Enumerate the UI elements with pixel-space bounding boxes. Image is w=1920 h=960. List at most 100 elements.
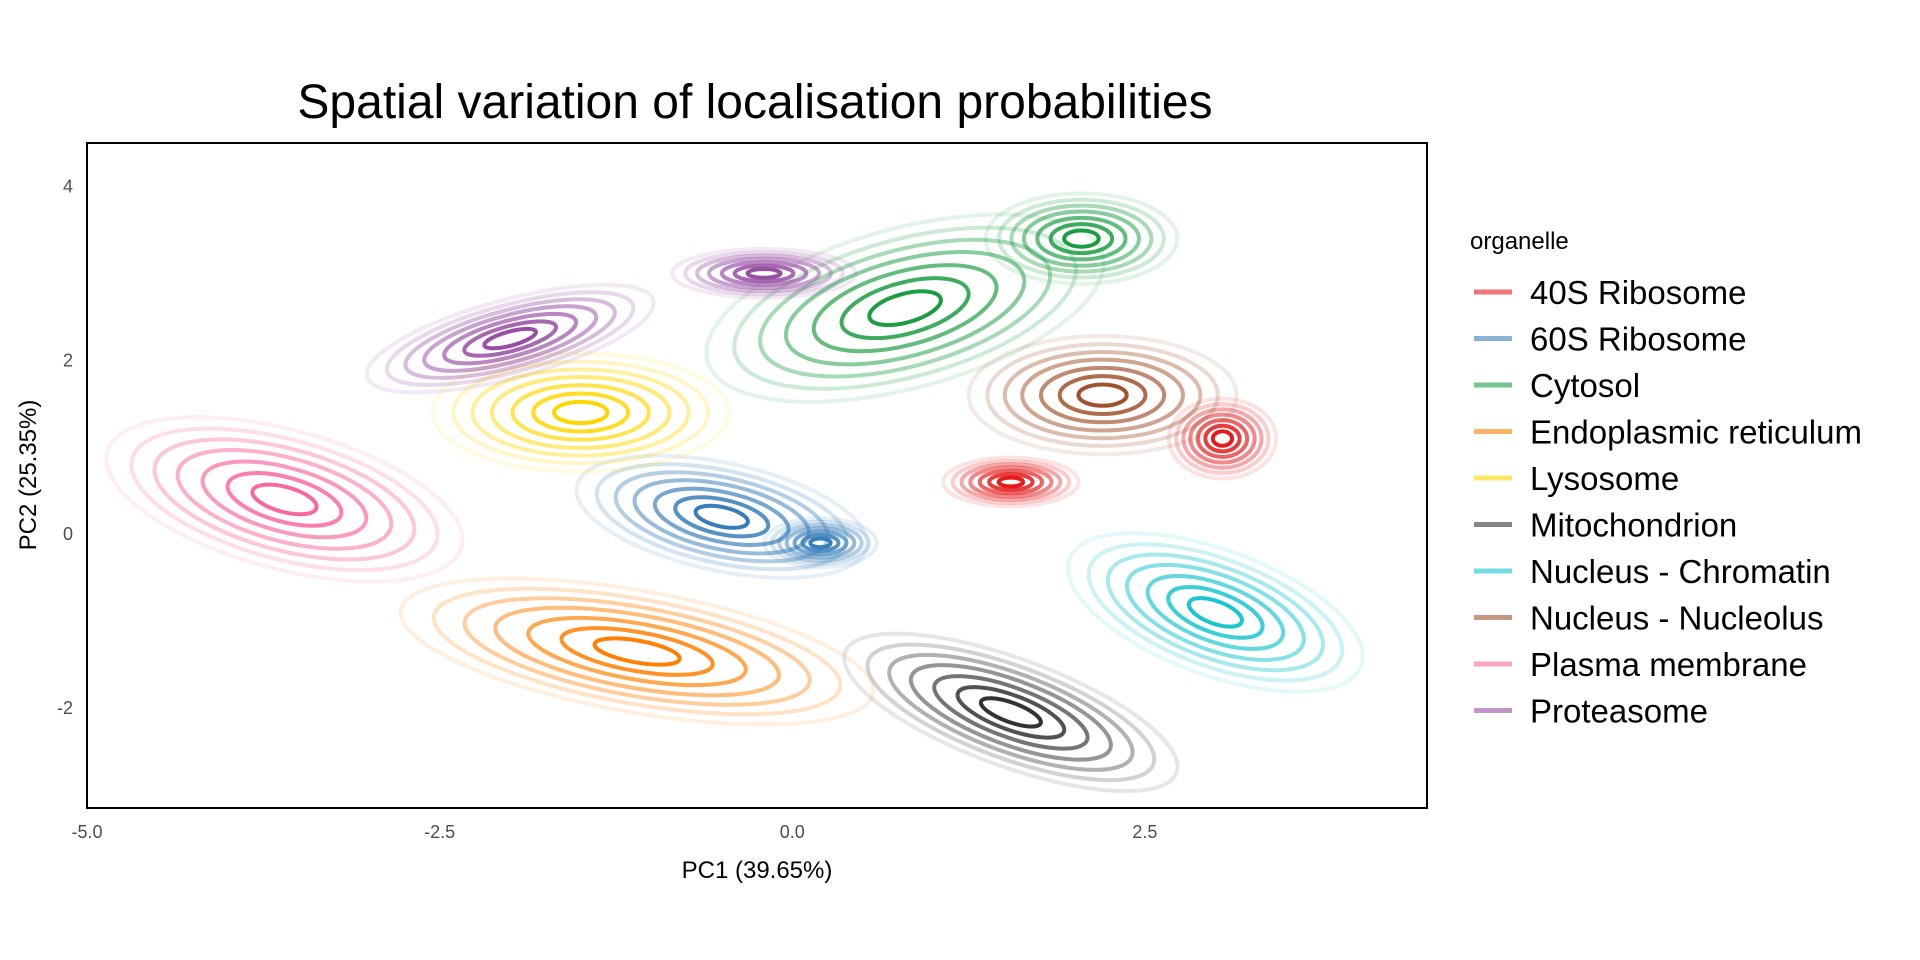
contour-line xyxy=(489,375,672,450)
legend: organelle 40S Ribosome 60S Ribosome Cytoso… xyxy=(1470,228,1862,730)
contour-line xyxy=(1021,209,1141,268)
legend-label: Mitochondrion xyxy=(1530,507,1737,544)
contour-line xyxy=(968,465,1054,499)
plot-border xyxy=(86,142,1428,809)
plot-area xyxy=(86,142,1428,809)
contour-line xyxy=(430,351,731,474)
contour-line xyxy=(398,576,876,727)
contour-line xyxy=(732,225,1078,391)
contour-line xyxy=(811,263,999,354)
contour-group xyxy=(104,415,465,584)
contour-line xyxy=(1166,396,1279,481)
contour-line xyxy=(175,448,394,551)
contour-line xyxy=(670,247,858,300)
contour-line xyxy=(996,475,1026,489)
contour-line xyxy=(1125,562,1306,662)
contour-line xyxy=(1038,365,1167,425)
contour-line xyxy=(462,596,812,707)
y-tick-label: 2 xyxy=(63,350,73,370)
contour-line xyxy=(1210,429,1235,448)
contour-line xyxy=(842,631,1180,794)
contour-group xyxy=(966,333,1239,457)
contour-line xyxy=(1181,407,1264,470)
legend-item: Proteasome xyxy=(1474,693,1708,730)
y-axis-title: PC2 (25.35%) xyxy=(15,400,42,551)
density-contours xyxy=(104,191,1365,794)
legend-title: organelle xyxy=(1470,228,1569,255)
contour-line xyxy=(983,191,1180,286)
legend-item: Plasma membrane xyxy=(1474,646,1807,683)
x-tick-label: 2.5 xyxy=(1132,822,1157,842)
contour-line xyxy=(510,383,651,442)
chart-title: Spatial variation of localisation probab… xyxy=(297,76,1212,129)
contour-line xyxy=(552,399,610,426)
contour-group xyxy=(941,396,1279,509)
contour-line xyxy=(250,482,319,517)
legend-item: 60S Ribosome xyxy=(1474,321,1746,358)
contour-line xyxy=(364,282,656,395)
contour-group xyxy=(574,453,879,580)
contour-line xyxy=(403,297,617,380)
legend-label: Proteasome xyxy=(1530,693,1708,730)
contour-line xyxy=(966,333,1239,457)
contour-line xyxy=(1086,542,1345,683)
contour-group xyxy=(398,576,876,727)
contour-line xyxy=(422,304,599,373)
legend-label: Endoplasmic reticulum xyxy=(1530,414,1862,451)
contour-line xyxy=(932,674,1090,751)
contour-line xyxy=(652,486,791,547)
contour-line xyxy=(887,652,1135,772)
contour-line xyxy=(1009,203,1154,274)
contour-line xyxy=(493,605,781,698)
contour-line xyxy=(950,459,1072,505)
contour-line xyxy=(152,437,417,562)
x-tick-label: -5.0 xyxy=(71,822,102,842)
contour-line xyxy=(129,426,440,573)
contour-line xyxy=(985,342,1220,448)
contour-line xyxy=(800,533,841,553)
contour-group xyxy=(1066,531,1365,694)
contour-line xyxy=(1174,402,1271,475)
contour-line xyxy=(955,685,1067,740)
contour-line xyxy=(732,263,796,284)
y-axis-ticks: -2 0 2 4 xyxy=(57,176,73,718)
contour-line xyxy=(745,267,783,280)
contour-line xyxy=(762,516,879,570)
contour-line xyxy=(959,462,1063,502)
y-tick-label: 4 xyxy=(63,176,73,196)
legend-label: Lysosome xyxy=(1530,460,1679,497)
contour-line xyxy=(200,459,369,540)
contour-line xyxy=(908,663,1113,762)
contour-line xyxy=(482,326,538,351)
contour-line xyxy=(431,586,843,717)
contour-group xyxy=(842,631,1180,794)
x-tick-label: 0.0 xyxy=(780,822,805,842)
x-tick-label: -2.5 xyxy=(424,822,455,842)
y-tick-label: 0 xyxy=(63,524,73,544)
legend-label: Plasma membrane xyxy=(1530,646,1807,683)
legend-item: Lysosome xyxy=(1474,460,1679,497)
contour-group xyxy=(430,351,731,474)
contour-line xyxy=(777,523,864,563)
contour-line xyxy=(1002,349,1203,441)
legend-item: Nucleus - Nucleolus xyxy=(1474,600,1823,637)
contour-line xyxy=(683,250,845,297)
contour-line xyxy=(977,468,1045,496)
contour-line xyxy=(792,529,849,557)
contour-line xyxy=(693,503,750,530)
contour-line xyxy=(592,636,682,667)
contour-line xyxy=(987,472,1035,492)
contour-line xyxy=(941,455,1081,509)
contour-line xyxy=(384,290,636,387)
contour-line xyxy=(1188,412,1257,465)
legend-label: 40S Ribosome xyxy=(1530,274,1746,311)
contour-line xyxy=(783,249,1027,367)
contour-line xyxy=(1020,357,1185,433)
contour-line xyxy=(1166,585,1265,640)
contour-line xyxy=(531,391,631,434)
x-axis-title: PC1 (39.65%) xyxy=(682,857,833,884)
contour-line xyxy=(559,626,715,677)
contour-line xyxy=(695,253,833,294)
contour-line xyxy=(1062,228,1101,249)
